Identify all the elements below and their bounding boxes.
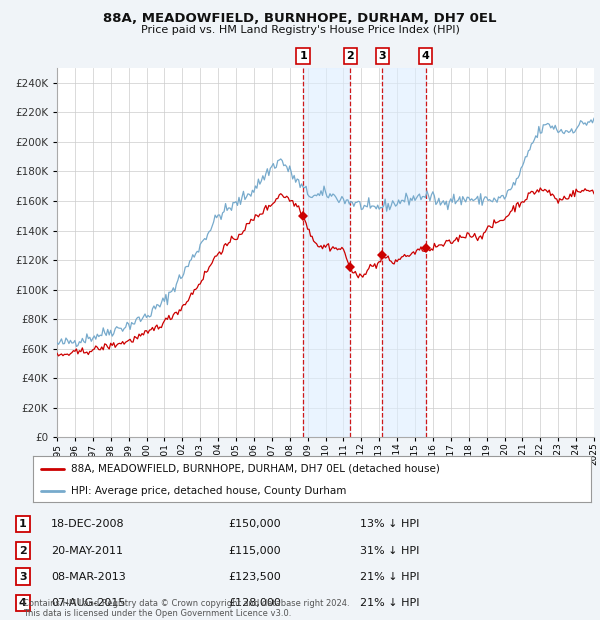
Text: 20-MAY-2011: 20-MAY-2011 — [51, 546, 123, 556]
Text: £115,000: £115,000 — [228, 546, 281, 556]
Text: 13% ↓ HPI: 13% ↓ HPI — [360, 519, 419, 529]
Text: 21% ↓ HPI: 21% ↓ HPI — [360, 572, 419, 582]
Text: 08-MAR-2013: 08-MAR-2013 — [51, 572, 126, 582]
Text: 18-DEC-2008: 18-DEC-2008 — [51, 519, 125, 529]
Text: 3: 3 — [379, 51, 386, 61]
Bar — [303, 68, 350, 437]
Text: £128,000: £128,000 — [228, 598, 281, 608]
Text: 3: 3 — [19, 572, 26, 582]
Text: 88A, MEADOWFIELD, BURNHOPE, DURHAM, DH7 0EL (detached house): 88A, MEADOWFIELD, BURNHOPE, DURHAM, DH7 … — [71, 464, 440, 474]
Text: 21% ↓ HPI: 21% ↓ HPI — [360, 598, 419, 608]
Text: Contains HM Land Registry data © Crown copyright and database right 2024.
This d: Contains HM Land Registry data © Crown c… — [23, 599, 349, 618]
Text: 4: 4 — [19, 598, 27, 608]
Text: 2: 2 — [346, 51, 354, 61]
Text: 2: 2 — [19, 546, 26, 556]
Text: £150,000: £150,000 — [228, 519, 281, 529]
Text: 31% ↓ HPI: 31% ↓ HPI — [360, 546, 419, 556]
Text: 88A, MEADOWFIELD, BURNHOPE, DURHAM, DH7 0EL: 88A, MEADOWFIELD, BURNHOPE, DURHAM, DH7 … — [103, 12, 497, 25]
Text: 1: 1 — [19, 519, 26, 529]
Text: £123,500: £123,500 — [228, 572, 281, 582]
Text: 07-AUG-2015: 07-AUG-2015 — [51, 598, 125, 608]
Text: Price paid vs. HM Land Registry's House Price Index (HPI): Price paid vs. HM Land Registry's House … — [140, 25, 460, 35]
Text: HPI: Average price, detached house, County Durham: HPI: Average price, detached house, Coun… — [71, 485, 346, 495]
Bar — [382, 68, 426, 437]
Text: 1: 1 — [299, 51, 307, 61]
Text: 4: 4 — [422, 51, 430, 61]
